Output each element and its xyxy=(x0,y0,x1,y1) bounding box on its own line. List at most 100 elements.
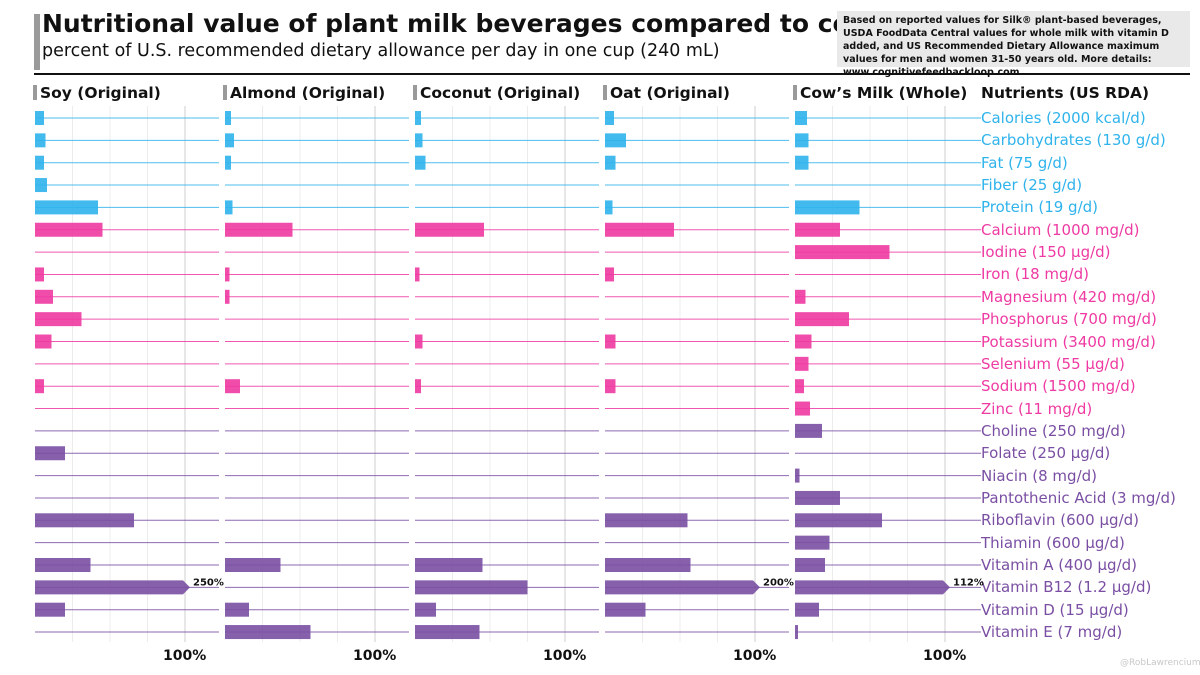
panel-title-text: Cow’s Milk (Whole) xyxy=(800,84,968,102)
panel-title-almond-original: Almond (Original) xyxy=(223,84,385,102)
panel-title-marker xyxy=(413,85,417,100)
nutrient-label: Selenium (55 µg/d) xyxy=(981,354,1125,373)
bar-oat-original xyxy=(605,111,614,125)
bar-soy-original xyxy=(35,312,82,327)
bar-coconut-original xyxy=(415,155,426,170)
nutrient-label: Phosphorus (700 mg/d) xyxy=(981,310,1157,329)
nutrient-label: Calories (2000 kcal/d) xyxy=(981,109,1146,127)
bar-soy-original xyxy=(35,289,53,304)
tick-label-100-oat-original: 100% xyxy=(733,648,777,664)
bar-cow-s-milk-whole xyxy=(795,379,804,394)
bar-soy-original xyxy=(35,334,52,349)
bar-coconut-original xyxy=(415,379,421,394)
panel-title-coconut-original: Coconut (Original) xyxy=(413,84,580,102)
bar-cow-s-milk-whole xyxy=(795,625,798,640)
nutrient-label: Thiamin (600 µg/d) xyxy=(981,533,1125,552)
bar-soy-original xyxy=(35,602,65,617)
bar-soy-original xyxy=(35,558,91,572)
bar-coconut-original xyxy=(415,222,484,237)
bar-cow-s-milk-whole xyxy=(795,155,809,170)
bar-oat-original xyxy=(605,334,616,349)
bar-oat-original xyxy=(605,558,691,572)
nutrient-label: Iron (18 mg/d) xyxy=(981,265,1089,284)
panel-title-marker xyxy=(223,85,227,100)
nutrient-label: Vitamin B12 (1.2 µg/d) xyxy=(981,578,1152,597)
bar-coconut-original xyxy=(415,111,421,125)
nutrient-label: Sodium (1500 mg/d) xyxy=(981,377,1136,396)
bar-cow-s-milk-whole xyxy=(795,513,882,528)
nutrient-label: Iodine (150 µg/d) xyxy=(981,243,1111,262)
bar-oat-original xyxy=(605,602,646,617)
nutrient-label: Vitamin A (400 µg/d) xyxy=(981,556,1137,574)
bar-almond-original xyxy=(225,133,234,148)
tick-label-100-soy-original: 100% xyxy=(163,648,207,664)
nutrient-label: Choline (250 mg/d) xyxy=(981,421,1126,440)
bar-oat-original xyxy=(605,267,614,282)
bar-soy-original xyxy=(35,133,46,148)
nutrient-label: Pantothenic Acid (3 mg/d) xyxy=(981,488,1176,507)
nutrients-header: Nutrients (US RDA) xyxy=(981,84,1150,102)
bar-coconut-original xyxy=(415,625,480,640)
nutrient-label: Calcium (1000 mg/d) xyxy=(981,220,1140,239)
bar-cow-s-milk-whole xyxy=(795,133,809,148)
bar-oat-original xyxy=(605,580,760,595)
overflow-label-soy-original: 250% xyxy=(193,577,224,588)
nutrient-label: Carbohydrates (130 g/d) xyxy=(981,131,1166,150)
bar-soy-original xyxy=(35,267,44,282)
bar-oat-original xyxy=(605,133,626,148)
bar-cow-s-milk-whole xyxy=(795,580,950,595)
tick-label-100-almond-original: 100% xyxy=(353,648,397,664)
bar-cow-s-milk-whole xyxy=(795,289,806,304)
bar-cow-s-milk-whole xyxy=(795,602,819,617)
bar-soy-original xyxy=(35,200,98,215)
bar-cow-s-milk-whole xyxy=(795,401,810,416)
nutrient-label: Niacin (8 mg/d) xyxy=(981,466,1097,485)
bar-soy-original xyxy=(35,155,44,170)
header-rule xyxy=(34,73,1190,75)
bar-cow-s-milk-whole xyxy=(795,490,840,505)
bar-oat-original xyxy=(605,200,613,215)
panel-title-soy-original: Soy (Original) xyxy=(33,84,161,102)
bar-almond-original xyxy=(225,289,230,304)
bar-almond-original xyxy=(225,155,231,170)
nutrient-label: Vitamin E (7 mg/d) xyxy=(981,623,1123,642)
bar-cow-s-milk-whole xyxy=(795,111,807,125)
bar-coconut-original xyxy=(415,580,528,595)
bar-cow-s-milk-whole xyxy=(795,334,812,349)
bar-coconut-original xyxy=(415,334,423,349)
bar-cow-s-milk-whole xyxy=(795,468,800,483)
bar-almond-original xyxy=(225,602,249,617)
overflow-label-oat-original: 200% xyxy=(763,577,794,588)
source-note: Based on reported values for Silk® plant… xyxy=(837,11,1190,78)
bar-almond-original xyxy=(225,222,293,237)
overflow-label-cow-s-milk-whole: 112% xyxy=(953,577,984,588)
panel-title-text: Almond (Original) xyxy=(230,84,386,102)
bar-soy-original xyxy=(35,446,65,461)
panel-title-marker xyxy=(793,85,797,100)
bar-almond-original xyxy=(225,379,240,394)
bar-soy-original xyxy=(35,379,44,394)
bar-cow-s-milk-whole xyxy=(795,558,825,572)
panel-title-text: Oat (Original) xyxy=(610,84,730,102)
panel-title-cow-s-milk-whole: Cow’s Milk (Whole) xyxy=(793,84,967,102)
bar-cow-s-milk-whole xyxy=(795,312,849,327)
bar-cow-s-milk-whole xyxy=(795,200,860,215)
tick-label-100-coconut-original: 100% xyxy=(543,648,587,664)
tick-label-100-cow-s-milk-whole: 100% xyxy=(923,648,967,664)
nutrient-label: Fiber (25 g/d) xyxy=(981,176,1083,195)
bar-almond-original xyxy=(225,111,231,125)
bar-soy-original xyxy=(35,580,190,595)
bar-almond-original xyxy=(225,558,281,572)
bar-almond-original xyxy=(225,267,230,282)
bar-cow-s-milk-whole xyxy=(795,245,890,260)
bar-oat-original xyxy=(605,513,688,528)
bar-soy-original xyxy=(35,513,134,528)
nutrient-label: Folate (250 µg/d) xyxy=(981,444,1111,463)
nutrient-label: Vitamin D (15 µg/d) xyxy=(981,600,1129,619)
nutrient-label: Riboflavin (600 µg/d) xyxy=(981,511,1139,530)
nutrient-label: Potassium (3400 mg/d) xyxy=(981,332,1156,351)
nutrient-label: Zinc (11 mg/d) xyxy=(981,399,1093,418)
panel-title-marker xyxy=(33,85,37,100)
title-accent-bar xyxy=(34,14,40,70)
nutrient-label: Fat (75 g/d) xyxy=(981,153,1068,172)
